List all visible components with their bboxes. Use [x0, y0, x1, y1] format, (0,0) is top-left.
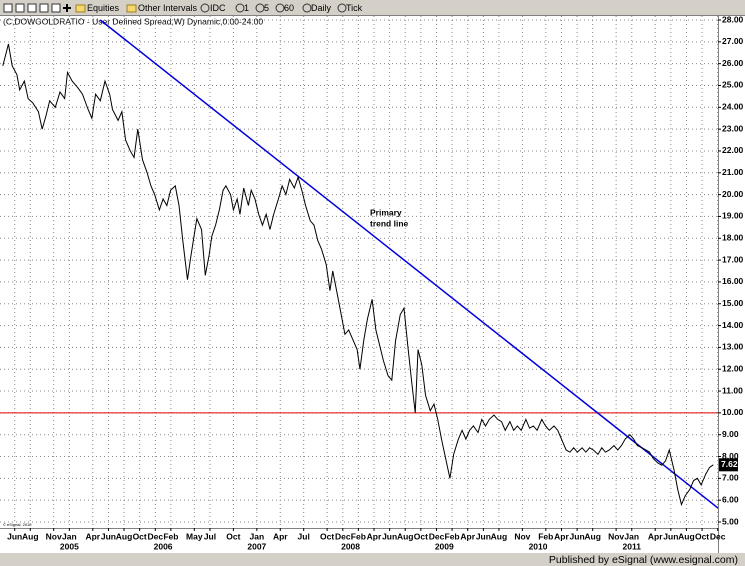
trend-line-label: Primary — [370, 207, 402, 217]
publisher: Published by eSignal (www.esignal.com) — [549, 554, 738, 566]
y-tick-label: 28.00 — [722, 14, 744, 24]
x-tick-label: Feb — [163, 531, 178, 541]
x-tick-label: Jan — [250, 531, 265, 541]
x-tick-label: Dec — [335, 531, 351, 541]
x-tick-label: Oct — [695, 531, 709, 541]
x-tick-label: Jan — [62, 531, 77, 541]
last-value-tag — [719, 458, 738, 472]
toolbar-item[interactable]: Other Intervals — [138, 3, 198, 13]
toolbar-item[interactable]: Equities — [87, 3, 120, 13]
x-tick-label: Apr — [367, 531, 382, 541]
plot-area — [0, 16, 718, 528]
x-tick-label: Jun — [7, 531, 22, 541]
trend-line — [99, 19, 718, 509]
trend-line-label: trend line — [370, 218, 409, 228]
last-value-label: 7.62 — [721, 459, 738, 469]
x-tick-label: Apr — [273, 531, 288, 541]
y-tick-label: 12.00 — [722, 363, 744, 373]
y-tick-label: 8.00 — [722, 451, 739, 461]
y-tick-label: 13.00 — [722, 342, 744, 352]
x-tick-label: Dec — [429, 531, 445, 541]
x-tick-label: Apr — [85, 531, 100, 541]
x-tick-label: Aug — [584, 531, 601, 541]
toolbar-item[interactable]: 5 — [264, 3, 269, 13]
y-tick-label: 18.00 — [722, 233, 744, 243]
toolbar-item[interactable]: IDC — [210, 3, 226, 13]
x-tick-label: Oct — [320, 531, 334, 541]
toolbar-item[interactable]: 1 — [244, 3, 249, 13]
x-year-label: 2006 — [154, 541, 173, 551]
y-tick-label: 14.00 — [722, 320, 744, 330]
x-tick-label: Nov — [46, 531, 62, 541]
x-tick-label: Jan — [624, 531, 639, 541]
x-tick-label: Jun — [476, 531, 491, 541]
x-tick-label: Dec — [148, 531, 164, 541]
toolbar-item[interactable]: 60 — [284, 3, 294, 13]
y-tick-label: 24.00 — [722, 102, 744, 112]
x-tick-label: Jul — [298, 531, 310, 541]
y-tick-label: 5.00 — [722, 516, 739, 526]
y-tick-label: 15.00 — [722, 298, 744, 308]
x-year-label: 2010 — [529, 541, 548, 551]
y-tick-label: 21.00 — [722, 167, 744, 177]
x-year-label: 2005 — [60, 541, 79, 551]
x-tick-label: Jul — [204, 531, 216, 541]
x-year-label: 2009 — [435, 541, 454, 551]
x-tick-label: Jun — [570, 531, 585, 541]
x-year-label: 2011 — [623, 541, 642, 551]
y-tick-label: 26.00 — [722, 58, 744, 68]
x-tick-label: Aug — [22, 531, 39, 541]
x-tick-label: Nov — [514, 531, 530, 541]
y-tick-label: 6.00 — [722, 494, 739, 504]
y-tick-label: 7.00 — [722, 473, 739, 483]
x-tick-label: Jun — [663, 531, 678, 541]
y-tick-label: 22.00 — [722, 145, 744, 155]
y-tick-label: 9.00 — [722, 429, 739, 439]
x-tick-label: Oct — [226, 531, 240, 541]
y-tick-label: 23.00 — [722, 123, 744, 133]
x-tick-label: Aug — [116, 531, 133, 541]
x-tick-label: Jun — [101, 531, 116, 541]
x-tick-label: Oct — [133, 531, 147, 541]
x-tick-label: Apr — [648, 531, 663, 541]
toolbar — [0, 0, 745, 16]
x-year-label: 2008 — [341, 541, 360, 551]
toolbar-item[interactable]: Daily — [311, 3, 332, 13]
x-tick-label: Jun — [382, 531, 397, 541]
toolbar-item[interactable]: Tick — [346, 3, 363, 13]
x-tick-label: Apr — [460, 531, 475, 541]
y-tick-label: 20.00 — [722, 189, 744, 199]
y-tick-label: 16.00 — [722, 276, 744, 286]
x-tick-label: Feb — [538, 531, 553, 541]
x-tick-label: Aug — [678, 531, 695, 541]
x-tick-label: Feb — [445, 531, 460, 541]
y-tick-label: 19.00 — [722, 211, 744, 221]
x-tick-label: May — [186, 531, 203, 541]
x-tick-label: Apr — [554, 531, 569, 541]
x-year-label: 2007 — [247, 541, 266, 551]
x-tick-label: Feb — [351, 531, 366, 541]
y-tick-label: 11.00 — [722, 385, 743, 395]
x-tick-label: Oct — [414, 531, 428, 541]
y-tick-label: 25.00 — [722, 80, 744, 90]
status-bar — [0, 553, 745, 566]
x-tick-label: Aug — [491, 531, 508, 541]
x-tick-label: Dec — [710, 531, 726, 541]
y-tick-label: 27.00 — [722, 36, 744, 46]
price-line — [2, 43, 714, 507]
copyright: © eSignal, 2010 — [3, 522, 32, 527]
chart-title: (C,DOWGOLDRATIO - User Defined Spread,W)… — [3, 16, 263, 26]
toolbar-icons — [3, 3, 347, 13]
x-tick-label: Nov — [608, 531, 624, 541]
y-tick-label: 10.00 — [722, 407, 744, 417]
y-tick-label: 17.00 — [722, 254, 744, 264]
x-tick-label: Aug — [397, 531, 414, 541]
